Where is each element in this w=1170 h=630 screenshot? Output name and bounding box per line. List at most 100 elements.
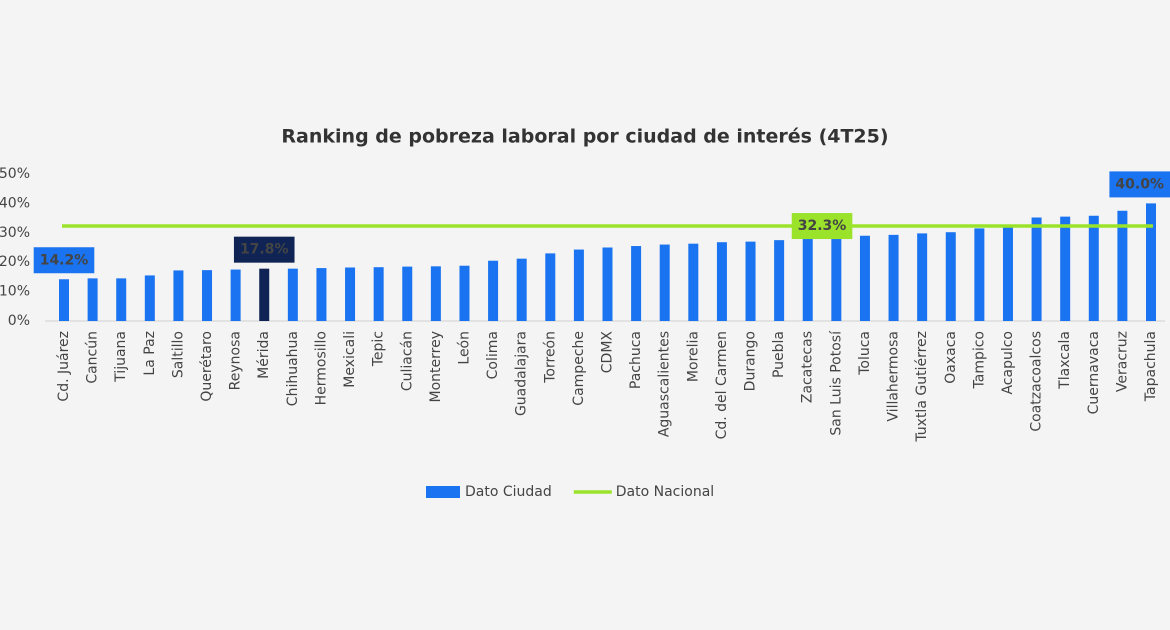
bar [316,268,327,321]
bar [1117,210,1128,321]
x-tick-label: Morelia [685,331,701,382]
bar [802,238,813,321]
x-tick-label: León [456,331,472,365]
x-tick-label: Tlaxcala [1057,331,1073,390]
data-label-text: 40.0% [1115,176,1164,192]
x-tick-label: Mexicali [342,331,358,388]
data-label-text: 14.2% [40,252,89,268]
bar [859,235,870,321]
x-tick-label: Tapachula [1143,331,1159,402]
bar [488,260,499,321]
x-tick-label: Colima [485,331,501,379]
bar [259,268,270,321]
legend-swatch [426,486,460,498]
x-tick-label: Tuxtla Gutiérrez [914,331,930,443]
bar [774,240,785,321]
data-label-box [791,213,853,240]
bar [659,244,670,321]
x-tick-label: Monterrey [428,331,444,402]
x-tick-label: Tepic [371,331,387,367]
x-tick-label: Tampico [971,331,987,390]
bar [631,246,642,321]
data-label: 32.3% [791,213,853,240]
chart-title: Ranking de pobreza laboral por ciudad de… [281,126,888,148]
x-tick-label: Acapulco [1000,331,1016,395]
bar [373,267,384,321]
bar [1088,215,1099,321]
bar [716,242,727,321]
x-tick-label: CDMX [600,331,616,374]
y-tick-label: 40% [0,195,30,211]
bar [287,268,298,321]
x-tick-label: Aguascalientes [657,331,673,437]
bar [230,269,241,321]
bar [430,266,441,321]
x-tick-label: Cancún [85,331,101,384]
data-label: 17.8% [233,236,295,263]
x-tick-label: Villahermosa [886,331,902,422]
bar [1060,216,1071,321]
bar [1031,217,1042,321]
x-tick-label: Campeche [571,331,587,406]
bar [516,258,527,321]
data-label-box [233,236,295,263]
bar [831,237,842,321]
data-label-text: 32.3% [798,218,847,234]
y-tick-label: 50% [0,166,30,182]
x-tick-label: Chihuahua [285,331,301,406]
x-tick-label: Pachuca [628,331,644,389]
x-tick-label: Torreón [542,331,558,384]
bar [545,253,556,321]
x-tick-label: Cd. del Carmen [714,331,730,439]
bar [144,275,155,321]
bar [573,249,584,321]
x-tick-label: Culiacán [399,331,415,391]
x-tick-label: Veracruz [1114,331,1130,392]
x-tick-label: Oaxaca [943,331,959,384]
y-tick-label: 10% [0,284,30,300]
data-label-box [1109,171,1170,198]
bar [345,267,356,321]
y-tick-label: 20% [0,254,30,270]
bar [1146,203,1156,321]
bar [602,247,613,321]
x-tick-label: Toluca [857,331,873,376]
bar [459,265,470,321]
data-label: 14.2% [33,247,95,274]
bar [945,232,956,321]
x-tick-label: La Paz [142,331,158,376]
x-tick-label: Cd. Juárez [56,331,72,402]
y-tick-label: 30% [0,225,30,241]
bar [917,233,928,321]
bar [202,270,213,321]
bar [402,266,413,321]
y-tick-label: 0% [8,313,30,329]
data-label: 40.0% [1109,171,1170,198]
x-tick-label: Durango [743,331,759,391]
bar [888,234,899,321]
bar [745,241,756,321]
x-tick-label: Saltillo [170,331,186,378]
x-tick-label: Tijuana [113,331,129,383]
x-tick-label: Cuernavaca [1086,331,1102,414]
bar [1002,227,1013,321]
x-tick-label: Puebla [771,331,787,378]
x-tick-label: Coatzacoalcos [1029,331,1045,432]
x-tick-label: Guadalajara [514,331,530,416]
x-tick-label: Reynosa [228,331,244,390]
x-tick-label: Querétaro [199,331,215,402]
bar [974,228,985,321]
bar [59,279,69,321]
x-tick-label: Zacatecas [800,331,816,403]
legend-label: Dato Nacional [616,484,714,500]
legend-label: Dato Ciudad [465,484,552,500]
x-tick-label: San Luis Potosí [828,330,844,436]
bar [87,278,98,321]
bar [173,270,184,321]
data-label-text: 17.8% [240,242,289,258]
x-tick-label: Mérida [256,331,272,379]
x-tick-label: Hermosillo [313,331,329,405]
data-label-box [33,247,95,274]
